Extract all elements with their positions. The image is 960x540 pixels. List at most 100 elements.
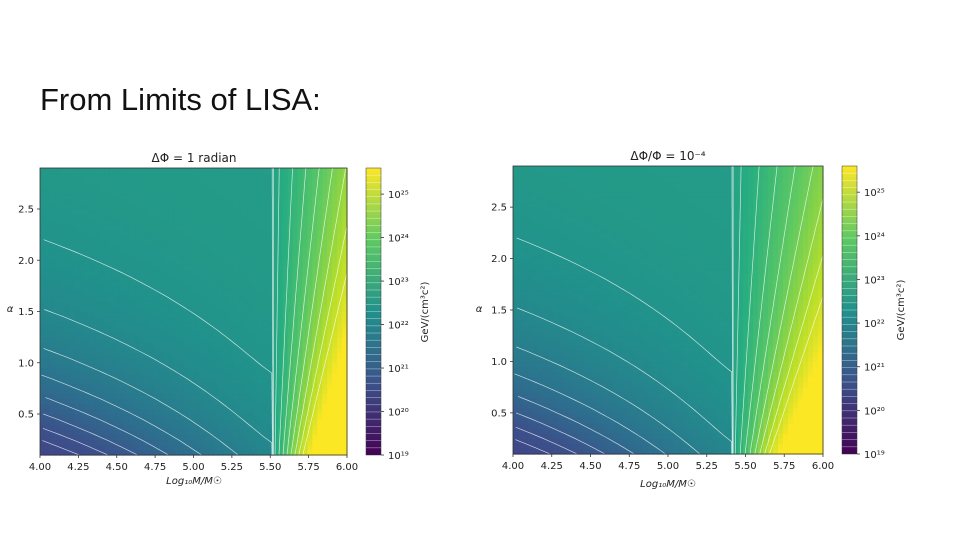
heatmap-cell	[578, 284, 584, 291]
heatmap-cell	[134, 321, 140, 328]
heatmap-cell	[158, 337, 165, 343]
heatmap-cell	[89, 173, 96, 179]
heatmap-cell	[538, 428, 544, 435]
heatmap-cell	[153, 419, 160, 425]
heatmap-cell	[104, 393, 110, 400]
heatmap-cell	[188, 352, 195, 359]
heatmap-cell	[203, 183, 209, 190]
heatmap-cell	[608, 191, 614, 198]
heatmap-cell	[139, 209, 145, 215]
heatmap-cell	[134, 193, 140, 200]
heatmap-cell	[523, 423, 529, 429]
heatmap-cell	[633, 351, 639, 357]
heatmap-cell	[198, 383, 204, 389]
heatmap-cell	[178, 352, 185, 359]
heatmap-cell	[168, 439, 175, 446]
heatmap-cell	[208, 342, 214, 348]
heatmap-cell	[238, 296, 244, 302]
heatmap-cell	[633, 202, 639, 208]
heatmap-cell	[69, 429, 76, 436]
heatmap-cell	[183, 337, 190, 343]
heatmap-cell	[257, 398, 264, 405]
heatmap-cell	[59, 398, 66, 405]
heatmap-cell	[257, 255, 264, 261]
heatmap-cell	[573, 428, 579, 435]
heatmap-cell	[252, 224, 259, 231]
heatmap-cell	[243, 188, 249, 195]
heatmap-cell	[139, 383, 145, 389]
heatmap-cell	[247, 301, 254, 307]
heatmap-cell	[282, 332, 289, 338]
heatmap-cell	[593, 392, 599, 399]
heatmap-cell	[163, 214, 170, 220]
heatmap-cell	[89, 352, 96, 359]
heatmap-cell	[272, 306, 279, 313]
heatmap-cell	[163, 393, 170, 400]
heatmap-cell	[613, 181, 619, 188]
heatmap-cell	[233, 255, 239, 261]
heatmap-cell	[124, 275, 130, 282]
heatmap-cell	[578, 253, 584, 260]
heatmap-cell	[89, 224, 96, 231]
heatmap-cell	[593, 279, 599, 285]
heatmap-cell	[188, 260, 195, 266]
heatmap-cell	[543, 402, 549, 409]
heatmap-cell	[558, 217, 564, 224]
heatmap-cell	[233, 188, 239, 195]
heatmap-cell	[44, 367, 51, 374]
heatmap-cell	[528, 253, 534, 260]
heatmap-cell	[40, 311, 46, 318]
heatmap-cell	[64, 321, 71, 328]
heatmap-cell	[608, 335, 614, 342]
heatmap-cell	[578, 212, 584, 219]
heatmap-cell	[139, 357, 145, 364]
heatmap-cell	[173, 378, 180, 384]
heatmap-cell	[124, 219, 130, 225]
heatmap-cell	[262, 280, 269, 287]
heatmap-cell	[64, 429, 71, 436]
heatmap-cell	[568, 227, 574, 234]
heatmap-cell	[568, 171, 574, 177]
heatmap-cell	[257, 388, 264, 395]
heatmap-cell	[74, 188, 81, 195]
heatmap-cell	[573, 310, 579, 316]
heatmap-cell	[628, 217, 634, 224]
heatmap-cell	[203, 173, 209, 179]
heatmap-cell	[568, 232, 574, 239]
heatmap-cell	[193, 332, 200, 338]
heatmap-cell	[257, 285, 264, 292]
heatmap-cell	[548, 310, 554, 316]
heatmap-cell	[193, 193, 200, 200]
heatmap-cell	[238, 203, 244, 210]
heatmap-cell	[238, 265, 244, 272]
heatmap-cell	[257, 414, 264, 420]
heatmap-cell	[124, 352, 130, 359]
heatmap-cell	[282, 362, 289, 369]
heatmap-cell	[262, 316, 269, 323]
heatmap-cell	[523, 232, 529, 239]
heatmap-cell	[74, 280, 81, 287]
heatmap-cell	[553, 166, 559, 172]
heatmap-cell	[608, 299, 614, 306]
heatmap-cell	[223, 414, 229, 420]
heatmap-cell	[613, 212, 619, 219]
heatmap-cell	[267, 383, 274, 389]
heatmap-cell	[99, 424, 105, 430]
heatmap-cell	[543, 335, 549, 342]
heatmap-cell	[598, 351, 604, 357]
heatmap-cell	[193, 275, 200, 282]
heatmap-cell	[203, 229, 209, 236]
heatmap-cell	[173, 301, 180, 307]
heatmap-cell	[233, 449, 239, 456]
heatmap-cell	[143, 234, 150, 241]
heatmap-cell	[203, 347, 209, 354]
heatmap-cell	[252, 198, 259, 205]
heatmap-cell	[543, 186, 549, 193]
heatmap-cell	[198, 362, 204, 369]
heatmap-cell	[287, 408, 294, 415]
heatmap-cell	[69, 183, 76, 190]
heatmap-cell	[178, 219, 185, 225]
heatmap-cell	[247, 429, 254, 436]
heatmap-cell	[148, 326, 155, 333]
heatmap-cell	[134, 209, 140, 215]
